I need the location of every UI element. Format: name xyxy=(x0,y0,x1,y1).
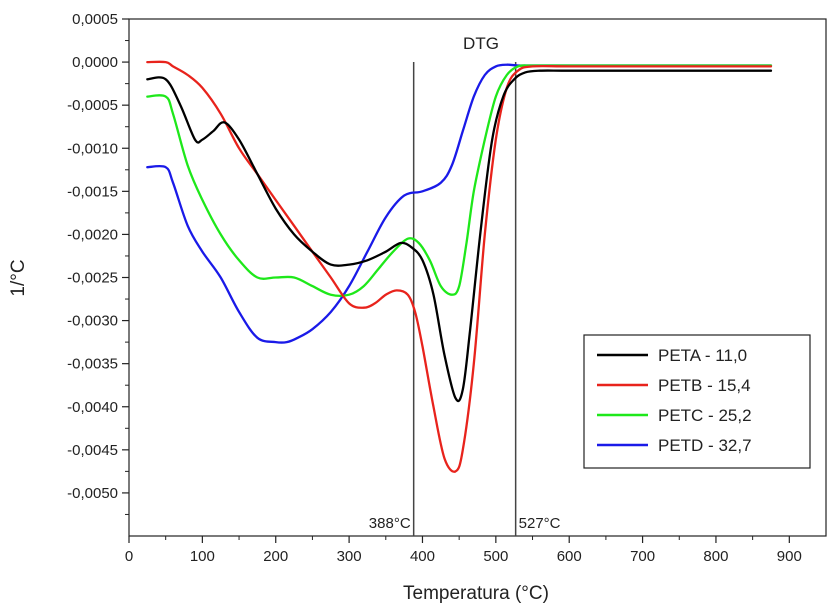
x-tick-label: 600 xyxy=(557,548,582,565)
y-tick-label: 0,0000 xyxy=(72,54,118,71)
temperature-marker-label: 527°C xyxy=(519,515,561,532)
x-tick-label: 100 xyxy=(190,548,215,565)
y-tick-label: -0,0050 xyxy=(67,485,118,502)
y-tick-label: -0,0045 xyxy=(67,442,118,459)
chart-title: DTG xyxy=(463,34,499,53)
series-line-0 xyxy=(146,69,773,403)
temperature-marker-label: 388°C xyxy=(369,515,411,532)
y-axis-title: 1/°C xyxy=(8,259,29,296)
series-line-3 xyxy=(146,63,773,344)
y-tick-label: -0,0030 xyxy=(67,313,118,330)
x-tick-label: 0 xyxy=(125,548,133,565)
legend-label-1: PETB - 15,4 xyxy=(658,376,751,395)
x-tick-label: 300 xyxy=(337,548,362,565)
x-tick-label: 900 xyxy=(777,548,802,565)
series-line-1 xyxy=(146,60,773,473)
x-axis-title: Temperatura (°C) xyxy=(403,583,549,604)
x-tick-label: 400 xyxy=(410,548,435,565)
y-tick-label: -0,0035 xyxy=(67,356,118,373)
legend-label-2: PETC - 25,2 xyxy=(658,406,752,425)
y-tick-label: 0,0005 xyxy=(72,11,118,28)
y-tick-label: -0,0040 xyxy=(67,399,118,416)
series-line-2 xyxy=(146,64,773,297)
y-tick-label: -0,0025 xyxy=(67,270,118,287)
x-tick-label: 800 xyxy=(703,548,728,565)
y-tick-label: -0,0010 xyxy=(67,140,118,157)
legend-label-3: PETD - 32,7 xyxy=(658,436,752,455)
y-tick-label: -0,0005 xyxy=(67,97,118,114)
legend-label-0: PETA - 11,0 xyxy=(658,346,747,365)
x-tick-label: 700 xyxy=(630,548,655,565)
y-tick-label: -0,0020 xyxy=(67,226,118,243)
x-tick-label: 200 xyxy=(263,548,288,565)
x-tick-label: 500 xyxy=(483,548,508,565)
y-tick-label: -0,0015 xyxy=(67,183,118,200)
